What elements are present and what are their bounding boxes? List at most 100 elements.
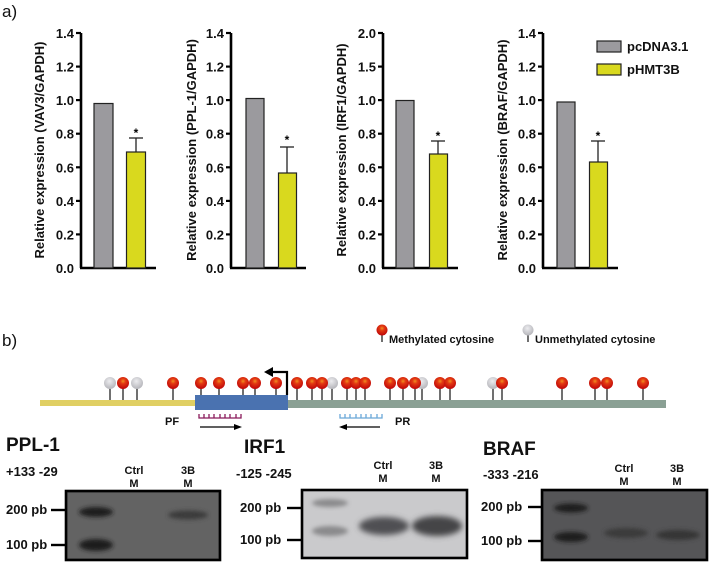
svg-text:0.8: 0.8	[518, 127, 536, 142]
svg-text:1.2: 1.2	[518, 60, 536, 75]
svg-text:200 pb: 200 pb	[481, 499, 522, 514]
svg-text:100 pb: 100 pb	[240, 532, 281, 547]
svg-text:2.0: 2.0	[358, 26, 376, 41]
gene-label: IRF1	[244, 437, 286, 458]
methylated-cytosine-icon	[637, 377, 649, 389]
svg-text:100 pb: 100 pb	[6, 537, 47, 552]
svg-text:0.6: 0.6	[358, 160, 376, 175]
promoter-box	[195, 395, 288, 410]
methylated-cytosine-icon	[270, 377, 282, 389]
methylated-cytosine-icon	[291, 377, 303, 389]
y-axis-label: Relative expression (VAV3/GAPDH)	[32, 42, 47, 259]
panel-a-label: a)	[2, 2, 17, 21]
methylated-cytosine-icon	[444, 377, 456, 389]
primer-reverse-label: PR	[395, 416, 410, 428]
y-ticks: 2.0 1.5 1.0 0.8 0.6 0.4 0.2 0.0	[358, 26, 383, 276]
svg-text:Ctrl: Ctrl	[615, 463, 634, 475]
bar-phmt3b	[277, 172, 298, 269]
cpg-sites	[104, 377, 649, 400]
svg-text:0.4: 0.4	[518, 194, 537, 209]
methylated-cytosine-icon	[213, 377, 225, 389]
chart-braf: Relative expression (BRAF/GAPDH) 1.4 1.2…	[495, 26, 618, 276]
svg-text:1.0: 1.0	[206, 93, 224, 108]
unmethylated-cytosine-icon	[104, 377, 116, 389]
upstream-region	[40, 400, 196, 406]
methylated-cytosine-icon	[249, 377, 261, 389]
legend-label-phmt3b: pHMT3B	[627, 62, 680, 77]
svg-text:0.2: 0.2	[56, 227, 74, 242]
svg-text:0.2: 0.2	[358, 227, 376, 242]
methylated-cytosine-icon	[117, 377, 129, 389]
svg-text:0.8: 0.8	[358, 127, 376, 142]
gel-irf1: IRF1 -125 -245 Ctrl M 3B M 200 pb 100 pb	[236, 437, 469, 560]
gel-braf: BRAF -333 -216 Ctrl M 3B M 200 pb 100 pb	[481, 439, 709, 562]
svg-text:0.6: 0.6	[206, 160, 224, 175]
svg-text:Unmethylated cytosine: Unmethylated cytosine	[535, 334, 655, 346]
methylated-cytosine-icon	[167, 377, 179, 389]
methylated-cytosine-icon	[434, 377, 446, 389]
svg-text:1.4: 1.4	[518, 26, 537, 41]
svg-text:1.2: 1.2	[206, 60, 224, 75]
unmethylated-cytosine-icon	[522, 324, 534, 336]
svg-text:M: M	[672, 476, 681, 488]
bar-phmt3b	[428, 153, 449, 269]
svg-text:1.0: 1.0	[56, 93, 74, 108]
svg-text:3B: 3B	[181, 465, 195, 477]
svg-text:0.0: 0.0	[358, 261, 376, 276]
significance-star: *	[134, 126, 139, 140]
svg-text:0.0: 0.0	[56, 261, 74, 276]
methylated-cytosine-icon	[601, 377, 613, 389]
methylated-cytosine-icon	[237, 377, 249, 389]
svg-text:1.2: 1.2	[56, 60, 74, 75]
svg-text:200 pb: 200 pb	[6, 502, 47, 517]
gel-ppl1: PPL-1 +133 -29 Ctrl M 3B M 200 pb 100 pb	[6, 435, 222, 562]
svg-text:M: M	[619, 476, 628, 488]
svg-text:1.4: 1.4	[206, 26, 225, 41]
methylated-cytosine-icon	[341, 377, 353, 389]
primer-forward-icon	[198, 414, 242, 419]
svg-text:1.0: 1.0	[358, 93, 376, 108]
gene-label: PPL-1	[6, 435, 60, 456]
y-ticks: 1.4 1.2 1.0 0.8 0.6 0.4 0.2 0.0	[206, 26, 231, 276]
svg-text:0.6: 0.6	[56, 160, 74, 175]
bar-pcdna	[93, 102, 114, 269]
svg-text:0.0: 0.0	[518, 261, 536, 276]
svg-text:1.0: 1.0	[518, 93, 536, 108]
svg-text:Ctrl: Ctrl	[374, 460, 393, 472]
bar-pcdna	[245, 97, 265, 269]
legend-label-pcdna: pcDNA3.1	[627, 39, 688, 54]
coordinates-label: -333 -216	[483, 467, 539, 482]
svg-text:0.2: 0.2	[206, 227, 224, 242]
y-axis-label: Relative expression (IRF1/GAPDH)	[334, 43, 349, 256]
chart-ppl1: Relative expression (PPL-1/GAPDH) 1.4 1.…	[184, 26, 306, 276]
svg-text:Ctrl: Ctrl	[125, 465, 144, 477]
significance-star: *	[596, 129, 601, 143]
methylated-cytosine-icon	[409, 377, 421, 389]
legend-swatch-phmt3b	[596, 63, 622, 76]
svg-text:0.4: 0.4	[206, 194, 225, 209]
methylated-cytosine-icon	[556, 377, 568, 389]
y-axis-label: Relative expression (BRAF/GAPDH)	[495, 39, 510, 260]
methylated-cytosine-icon	[316, 377, 328, 389]
svg-text:1.5: 1.5	[358, 60, 376, 75]
gene-label: BRAF	[483, 439, 536, 460]
primer-reverse-icon	[339, 414, 383, 419]
legend-swatch-pcdna	[596, 40, 622, 53]
svg-text:M: M	[183, 478, 192, 490]
methylated-cytosine-icon	[397, 377, 409, 389]
y-axis-label: Relative expression (PPL-1/GAPDH)	[184, 39, 199, 261]
y-ticks: 1.4 1.2 1.0 0.8 0.6 0.4 0.2 0.0	[56, 26, 81, 276]
svg-text:100 pb: 100 pb	[481, 533, 522, 548]
svg-text:0.6: 0.6	[518, 160, 536, 175]
methylated-cytosine-icon	[350, 377, 362, 389]
unmethylated-cytosine-icon	[326, 377, 338, 389]
svg-text:0.8: 0.8	[56, 127, 74, 142]
bar-phmt3b	[588, 161, 609, 269]
panel-b-label: b)	[2, 331, 17, 350]
significance-star: *	[285, 133, 290, 147]
chart-vav3: Relative expression (VAV3/GAPDH) 1.4 1.2…	[32, 26, 156, 276]
promoter-diagram: PF PR	[40, 367, 666, 430]
svg-text:0.2: 0.2	[518, 227, 536, 242]
unmethylated-cytosine-icon	[487, 377, 499, 389]
svg-text:3B: 3B	[670, 463, 684, 475]
